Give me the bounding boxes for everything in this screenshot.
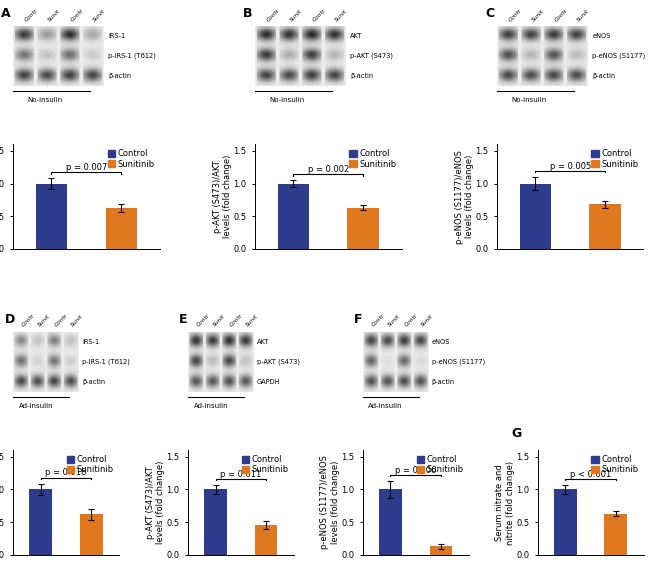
Text: No-insulin: No-insulin bbox=[269, 97, 304, 104]
Text: p = 0.011: p = 0.011 bbox=[220, 470, 261, 479]
Text: AKT: AKT bbox=[350, 33, 363, 39]
Bar bbox=[379, 490, 402, 555]
Text: p-IRS-1 (T612): p-IRS-1 (T612) bbox=[109, 53, 156, 59]
Text: Contr: Contr bbox=[266, 7, 281, 22]
Text: C: C bbox=[485, 7, 494, 20]
Bar bbox=[80, 514, 103, 555]
Text: Contr: Contr bbox=[229, 313, 244, 328]
Text: E: E bbox=[179, 313, 188, 326]
Text: p = 0.002: p = 0.002 bbox=[307, 165, 349, 174]
Text: β-actin: β-actin bbox=[432, 379, 455, 386]
Text: Ad-insulin: Ad-insulin bbox=[369, 403, 403, 410]
Text: IRS-1: IRS-1 bbox=[82, 339, 99, 345]
Text: p-eNOS (S1177): p-eNOS (S1177) bbox=[432, 359, 485, 365]
Text: B: B bbox=[243, 7, 253, 20]
Text: p = 0.005: p = 0.005 bbox=[549, 162, 591, 171]
Text: p-eNOS (S1177): p-eNOS (S1177) bbox=[592, 53, 645, 59]
Text: Sunit: Sunit bbox=[335, 8, 348, 22]
Bar bbox=[590, 204, 621, 249]
Text: No-insulin: No-insulin bbox=[511, 97, 546, 104]
Bar bbox=[348, 208, 379, 249]
Text: Contr: Contr bbox=[371, 313, 386, 328]
Legend: Control, Sunitinib: Control, Sunitinib bbox=[591, 454, 640, 475]
Text: IRS-1: IRS-1 bbox=[109, 33, 125, 39]
Text: G: G bbox=[511, 427, 521, 440]
Legend: Control, Sunitinib: Control, Sunitinib bbox=[591, 148, 640, 169]
Text: Contr: Contr bbox=[312, 7, 327, 22]
Bar bbox=[36, 184, 67, 249]
Text: GAPDH: GAPDH bbox=[257, 379, 280, 386]
Text: p = 0.016: p = 0.016 bbox=[46, 468, 86, 477]
Text: AKT: AKT bbox=[257, 339, 269, 345]
Bar bbox=[604, 514, 627, 555]
Bar bbox=[430, 546, 452, 555]
Text: D: D bbox=[5, 313, 15, 326]
Text: Contr: Contr bbox=[54, 313, 69, 328]
Bar bbox=[519, 184, 551, 249]
Y-axis label: p-AKT (S473)/AKT
levels (fold change): p-AKT (S473)/AKT levels (fold change) bbox=[213, 155, 232, 239]
Text: F: F bbox=[354, 313, 363, 326]
Bar bbox=[204, 490, 227, 555]
Text: Contr: Contr bbox=[404, 313, 419, 328]
Text: p-IRS-1 (T612): p-IRS-1 (T612) bbox=[82, 359, 130, 365]
Text: Sunit: Sunit bbox=[213, 314, 227, 328]
Y-axis label: Serum nitrate and
nitrite (fold change): Serum nitrate and nitrite (fold change) bbox=[495, 460, 515, 545]
Text: Sunit: Sunit bbox=[420, 314, 434, 328]
Legend: Control, Sunitinib: Control, Sunitinib bbox=[241, 454, 290, 475]
Bar bbox=[278, 184, 309, 249]
Text: β-actin: β-actin bbox=[592, 73, 616, 80]
Text: Ad-insulin: Ad-insulin bbox=[194, 403, 228, 410]
Y-axis label: p-eNOS (S1177)/eNOS
levels (fold change): p-eNOS (S1177)/eNOS levels (fold change) bbox=[320, 455, 340, 550]
Legend: Control, Sunitinib: Control, Sunitinib bbox=[416, 454, 465, 475]
Bar bbox=[105, 208, 137, 249]
Text: A: A bbox=[1, 7, 11, 20]
Text: Contr: Contr bbox=[508, 7, 523, 22]
Text: Contr: Contr bbox=[21, 313, 36, 328]
Text: Contr: Contr bbox=[196, 313, 211, 328]
Legend: Control, Sunitinib: Control, Sunitinib bbox=[66, 454, 115, 475]
Text: p = 0.006: p = 0.006 bbox=[395, 466, 436, 475]
Text: β-actin: β-actin bbox=[109, 73, 131, 80]
Text: eNOS: eNOS bbox=[432, 339, 450, 345]
Text: p < 0.001: p < 0.001 bbox=[570, 470, 611, 479]
Text: p-AKT (S473): p-AKT (S473) bbox=[350, 53, 393, 59]
Text: Sunit: Sunit bbox=[92, 8, 107, 22]
Text: No-insulin: No-insulin bbox=[27, 97, 62, 104]
Legend: Control, Sunitinib: Control, Sunitinib bbox=[107, 148, 155, 169]
Text: Contr: Contr bbox=[24, 7, 39, 22]
Text: β-actin: β-actin bbox=[82, 379, 105, 386]
Text: Sunit: Sunit bbox=[70, 314, 84, 328]
Text: β-actin: β-actin bbox=[350, 73, 373, 80]
Text: Contr: Contr bbox=[70, 7, 84, 22]
Text: Sunit: Sunit bbox=[47, 8, 61, 22]
Y-axis label: p-AKT (S473)/AKT
levels (fold change): p-AKT (S473)/AKT levels (fold change) bbox=[146, 461, 165, 544]
Text: Contr: Contr bbox=[554, 7, 569, 22]
Text: Sunit: Sunit bbox=[387, 314, 402, 328]
Text: Sunit: Sunit bbox=[245, 314, 259, 328]
Bar bbox=[554, 490, 577, 555]
Text: Sunit: Sunit bbox=[531, 8, 545, 22]
Legend: Control, Sunitinib: Control, Sunitinib bbox=[348, 148, 397, 169]
Text: p-AKT (S473): p-AKT (S473) bbox=[257, 359, 300, 365]
Text: Sunit: Sunit bbox=[577, 8, 591, 22]
Y-axis label: p-eNOS (S1177)/eNOS
levels (fold change): p-eNOS (S1177)/eNOS levels (fold change) bbox=[454, 150, 474, 244]
Text: eNOS: eNOS bbox=[592, 33, 610, 39]
Text: Sunit: Sunit bbox=[38, 314, 52, 328]
Bar bbox=[255, 525, 278, 555]
Bar bbox=[29, 490, 52, 555]
Text: Sunit: Sunit bbox=[289, 8, 304, 22]
Text: Ad-insulin: Ad-insulin bbox=[19, 403, 53, 410]
Text: p = 0.007: p = 0.007 bbox=[66, 163, 107, 172]
